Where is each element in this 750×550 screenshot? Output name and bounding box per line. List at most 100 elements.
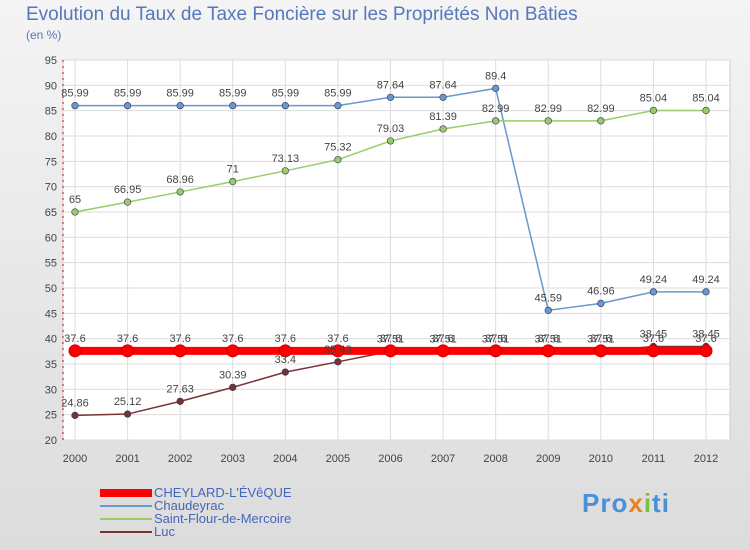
data-point-cheylard-l-v-que bbox=[436, 344, 450, 358]
data-labels: 85.99 85.99 85.99 85.99 85.99 85.99 87.64 87.64… bbox=[61, 70, 720, 409]
y-tick-label: 60 bbox=[45, 232, 57, 244]
data-label-saint-flour-de-mercoire: 71 bbox=[227, 164, 239, 176]
x-tick-label: 2003 bbox=[221, 453, 245, 465]
data-point-luc bbox=[281, 368, 289, 376]
data-label-luc: 38.45 bbox=[692, 329, 720, 341]
data-label-chaudeyrac: 85.99 bbox=[166, 88, 194, 100]
legend-item: Chaudeyrac bbox=[100, 499, 292, 512]
data-point-luc bbox=[123, 410, 132, 418]
data-point-cheylard-l-v-que bbox=[384, 344, 397, 358]
x-tick-label: 2008 bbox=[483, 453, 507, 465]
chart-subtitle: (en %) bbox=[26, 28, 62, 42]
data-label-saint-flour-de-mercoire: 85.04 bbox=[692, 92, 720, 104]
data-point-saint-flour-de-mercoire bbox=[71, 208, 79, 216]
data-point-cheylard-l-v-que bbox=[489, 344, 503, 358]
data-label-chaudeyrac: 89.4 bbox=[485, 70, 506, 82]
data-label-cheylard-l-v-que: 37.6 bbox=[643, 333, 664, 345]
data-label-chaudeyrac: 46.96 bbox=[587, 285, 615, 297]
y-tick-label: 45 bbox=[45, 308, 57, 320]
data-label-chaudeyrac: 49.24 bbox=[692, 274, 720, 286]
x-tick-label: 2000 bbox=[63, 453, 87, 465]
data-point-chaudeyrac bbox=[386, 93, 395, 101]
y-tick-label: 25 bbox=[45, 410, 57, 422]
data-point-chaudeyrac bbox=[334, 102, 342, 110]
data-label-luc: 24.86 bbox=[61, 397, 89, 409]
y-tick-label: 70 bbox=[45, 182, 57, 194]
x-tick-label: 2010 bbox=[589, 453, 613, 465]
data-label-luc: 27.63 bbox=[166, 383, 194, 395]
proxiti-logo: Proxiti bbox=[582, 488, 670, 519]
data-label-saint-flour-de-mercoire: 65 bbox=[69, 194, 81, 206]
data-label-cheylard-l-v-que: 37.6 bbox=[64, 333, 85, 345]
x-tick-label: 2012 bbox=[694, 453, 718, 465]
data-point-cheylard-l-v-que bbox=[541, 344, 555, 358]
data-point-chaudeyrac bbox=[123, 102, 132, 110]
data-label-chaudeyrac: 85.99 bbox=[61, 88, 89, 100]
legend-label: Luc bbox=[154, 524, 175, 539]
data-point-saint-flour-de-mercoire bbox=[649, 106, 658, 115]
data-point-chaudeyrac bbox=[702, 288, 710, 296]
data-point-saint-flour-de-mercoire bbox=[702, 106, 710, 115]
data-label-chaudeyrac: 85.99 bbox=[272, 88, 300, 100]
x-tick-label: 2004 bbox=[273, 453, 297, 465]
y-tick-label: 55 bbox=[45, 258, 57, 270]
data-point-cheylard-l-v-que bbox=[68, 344, 82, 358]
data-label-luc: 38.45 bbox=[640, 329, 668, 341]
y-tick-label: 40 bbox=[45, 334, 57, 346]
data-label-saint-flour-de-mercoire: 82.99 bbox=[482, 103, 510, 115]
data-point-saint-flour-de-mercoire bbox=[386, 137, 395, 145]
data-label-luc: 37.51 bbox=[534, 333, 562, 345]
data-point-chaudeyrac bbox=[492, 84, 500, 92]
data-point-saint-flour-de-mercoire bbox=[492, 117, 500, 125]
data-point-chaudeyrac bbox=[229, 102, 237, 110]
data-label-cheylard-l-v-que: 37.6 bbox=[380, 333, 401, 345]
data-label-luc: 37.51 bbox=[587, 333, 615, 345]
data-point-chaudeyrac bbox=[597, 299, 605, 308]
data-label-saint-flour-de-mercoire: 79.03 bbox=[377, 123, 405, 135]
legend-swatch bbox=[100, 504, 152, 507]
plot-area bbox=[62, 59, 731, 441]
y-tick-label: 85 bbox=[45, 106, 57, 118]
data-point-chaudeyrac bbox=[176, 102, 184, 110]
data-point-saint-flour-de-mercoire bbox=[597, 117, 605, 125]
data-label-chaudeyrac: 45.59 bbox=[534, 292, 562, 304]
data-label-cheylard-l-v-que: 37.6 bbox=[590, 333, 611, 345]
data-label-cheylard-l-v-que: 37.6 bbox=[222, 333, 243, 345]
y-tick-label: 80 bbox=[45, 131, 57, 143]
data-point-chaudeyrac bbox=[439, 93, 447, 101]
data-label-luc: 30.39 bbox=[219, 369, 247, 381]
data-point-chaudeyrac bbox=[71, 102, 79, 110]
data-label-saint-flour-de-mercoire: 81.39 bbox=[429, 111, 457, 123]
legend-item: Saint-Flour-de-Mercoire bbox=[100, 512, 292, 525]
data-label-luc: 25.12 bbox=[114, 396, 142, 408]
data-label-luc: 37.51 bbox=[482, 333, 510, 345]
legend-item: CHEYLARD-L'ÉVêQUE bbox=[100, 486, 292, 499]
legend-swatch bbox=[100, 530, 152, 533]
x-tick-label: 2011 bbox=[642, 453, 666, 465]
y-tick-label: 30 bbox=[45, 384, 57, 396]
legend-swatch bbox=[100, 488, 152, 497]
data-label-cheylard-l-v-que: 37.6 bbox=[275, 333, 296, 345]
data-label-saint-flour-de-mercoire: 68.96 bbox=[166, 174, 194, 186]
data-point-chaudeyrac bbox=[649, 288, 658, 296]
series bbox=[68, 84, 713, 419]
data-label-chaudeyrac: 87.64 bbox=[429, 79, 457, 91]
data-label-saint-flour-de-mercoire: 82.99 bbox=[587, 103, 615, 115]
data-label-cheylard-l-v-que: 37.6 bbox=[117, 333, 138, 345]
legend-swatch bbox=[100, 517, 152, 520]
data-label-luc: 33.4 bbox=[275, 354, 296, 366]
data-label-saint-flour-de-mercoire: 85.04 bbox=[640, 92, 668, 104]
data-point-luc bbox=[334, 358, 342, 366]
data-label-luc: 35.43 bbox=[324, 344, 352, 356]
data-point-luc bbox=[176, 397, 184, 405]
data-point-chaudeyrac bbox=[281, 102, 289, 110]
data-point-saint-flour-de-mercoire bbox=[439, 125, 447, 133]
legend-label: Chaudeyrac bbox=[154, 498, 225, 513]
y-tick-label: 95 bbox=[45, 55, 57, 67]
logo-part-4: ti bbox=[652, 488, 670, 518]
x-tick-label: 2002 bbox=[168, 453, 192, 465]
data-label-chaudeyrac: 87.64 bbox=[377, 79, 405, 91]
y-tick-label: 75 bbox=[45, 156, 57, 168]
x-tick-label: 2009 bbox=[536, 453, 560, 465]
